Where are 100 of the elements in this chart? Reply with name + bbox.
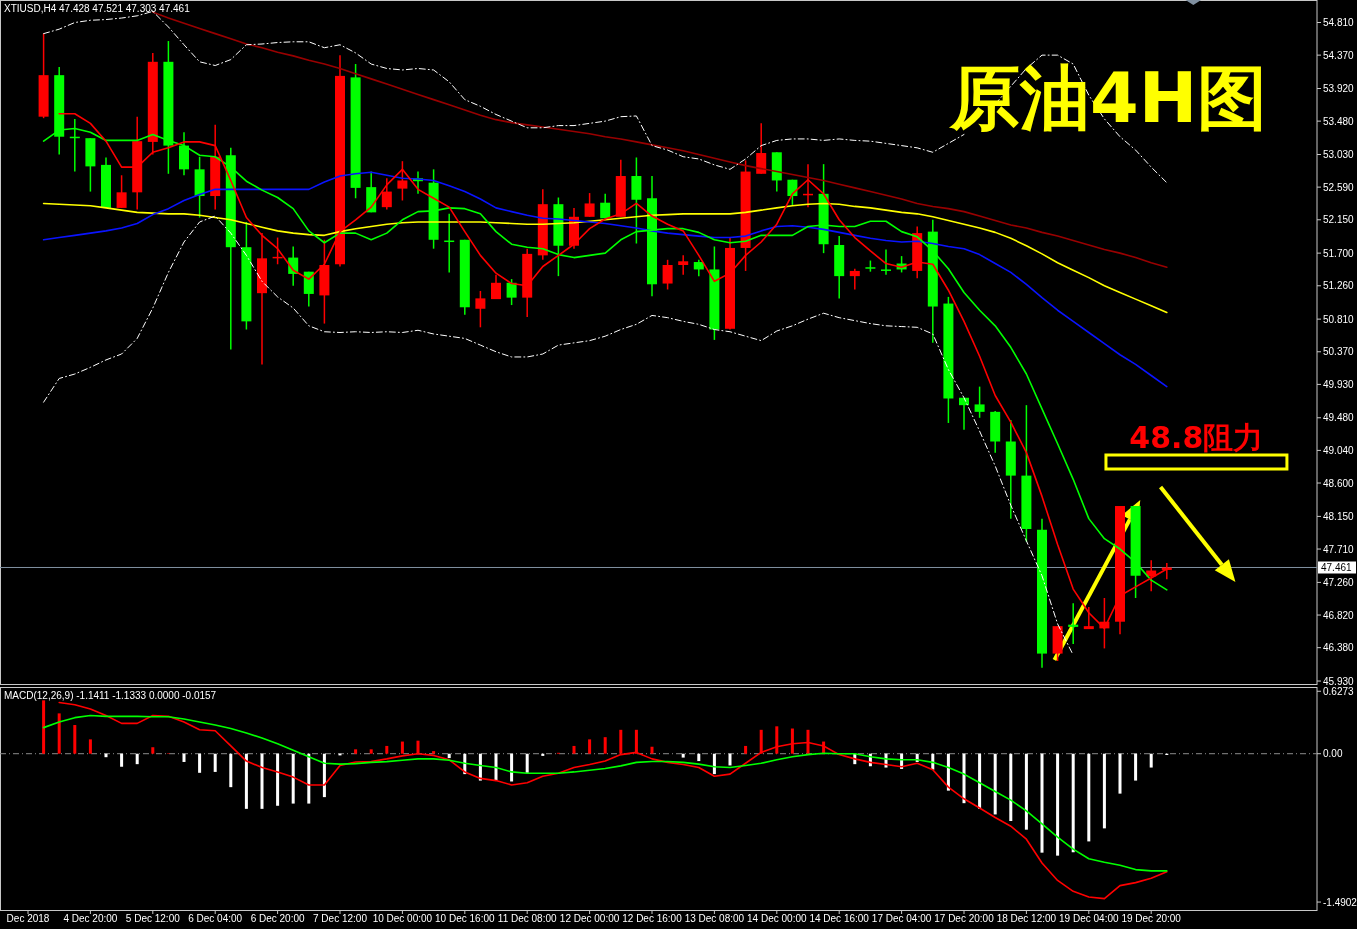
bar xyxy=(806,729,810,754)
bar xyxy=(962,753,966,804)
x-tick-label: 10 Dec 00:00 xyxy=(372,913,433,924)
line-series xyxy=(42,202,1168,314)
bar xyxy=(650,746,654,754)
bar xyxy=(728,753,732,766)
bar xyxy=(1009,753,1013,821)
x-tick-label: 4 Dec 20:00 xyxy=(63,913,118,924)
y-tick-label: 51.260 xyxy=(1323,280,1355,292)
bar xyxy=(478,753,482,781)
candlestick xyxy=(381,177,392,211)
candlestick xyxy=(116,174,127,209)
bar xyxy=(135,753,139,765)
bar xyxy=(1134,753,1138,781)
candlestick xyxy=(584,192,595,218)
x-tick-label: 7 Dec 12:00 xyxy=(313,913,368,924)
chart-title: MACD(12,26,9) -1.1411 -1.1333 0.0000 -0.0157 xyxy=(4,690,217,701)
candlestick xyxy=(881,248,891,276)
x-tick-label: 18 Dec 12:00 xyxy=(996,913,1057,924)
line-series xyxy=(42,714,1168,872)
bar xyxy=(744,745,748,754)
y-tick-label: 50.810 xyxy=(1323,313,1355,325)
bar xyxy=(88,739,92,754)
ref-line-label: 47.461 xyxy=(1321,562,1353,573)
bar xyxy=(1087,753,1091,842)
x-tick-label: 13 Dec 08:00 xyxy=(684,913,745,924)
line-series xyxy=(58,701,1168,900)
bar xyxy=(1024,753,1028,830)
bar xyxy=(946,753,950,791)
bar xyxy=(400,741,404,754)
candlestick xyxy=(631,156,642,245)
bar xyxy=(697,753,701,762)
y-tick-label: 49.040 xyxy=(1323,444,1355,456)
bar xyxy=(73,725,77,754)
candlestick xyxy=(662,259,673,291)
candlestick xyxy=(849,267,860,291)
y-tick-label: 48.600 xyxy=(1323,477,1355,489)
x-tick-label: 12 Dec 00:00 xyxy=(559,913,620,924)
x-tick-label: Dec 2018 xyxy=(6,913,50,924)
bar xyxy=(572,745,576,754)
bar xyxy=(354,749,358,754)
bar xyxy=(322,753,326,798)
bar xyxy=(42,700,46,754)
y-tick-label: 51.700 xyxy=(1323,247,1355,259)
candlestick xyxy=(974,385,985,419)
bar xyxy=(416,740,420,754)
bar xyxy=(1118,753,1122,794)
x-tick-label: 12 Dec 16:00 xyxy=(622,913,683,924)
bar xyxy=(291,753,295,804)
bar xyxy=(603,737,607,754)
x-tick-label: 17 Dec 20:00 xyxy=(934,913,995,924)
x-tick-label: 6 Dec 20:00 xyxy=(250,913,305,924)
y-tick-label: 0.00 xyxy=(1323,748,1343,760)
x-tick-label: 5 Dec 12:00 xyxy=(125,913,181,924)
bar xyxy=(432,751,436,754)
bar xyxy=(385,745,389,754)
bar xyxy=(120,753,124,767)
annotation: 48.8阻力 xyxy=(1129,420,1264,455)
y-tick-label: 45.930 xyxy=(1323,675,1355,687)
candlestick xyxy=(678,254,689,276)
bar xyxy=(447,753,451,759)
x-tick-label: 14 Dec 00:00 xyxy=(747,913,807,924)
y-tick-label: 49.930 xyxy=(1323,378,1355,390)
x-tick-label: 6 Dec 04:00 xyxy=(188,913,243,924)
y-tick-label: 48.150 xyxy=(1323,510,1355,522)
candlestick xyxy=(179,131,189,177)
x-tick-label: 19 Dec 20:00 xyxy=(1121,913,1182,924)
x-tick-label: 11 Dec 08:00 xyxy=(497,913,558,924)
bar xyxy=(681,753,685,758)
candlestick xyxy=(1068,602,1079,645)
candlestick xyxy=(475,290,486,329)
bar xyxy=(759,729,763,754)
bar xyxy=(993,753,997,815)
candlestick xyxy=(756,122,767,175)
bar xyxy=(712,753,716,775)
bar xyxy=(57,713,61,754)
y-tick-label: 46.380 xyxy=(1323,642,1355,654)
bar xyxy=(151,747,155,754)
bar xyxy=(276,753,280,806)
candlestick xyxy=(397,160,408,202)
bar xyxy=(369,749,373,754)
x-tick-label: 17 Dec 04:00 xyxy=(871,913,932,924)
bar xyxy=(260,753,264,809)
y-tick-label: 53.030 xyxy=(1323,149,1355,161)
y-tick-label: 54.370 xyxy=(1323,49,1355,61)
y-tick-label: 46.820 xyxy=(1323,609,1355,621)
y-tick-label: 49.480 xyxy=(1323,412,1355,424)
line-series xyxy=(43,215,1074,656)
bar xyxy=(775,726,779,754)
y-tick-label: 47.260 xyxy=(1323,576,1355,588)
bar xyxy=(1056,753,1060,856)
y-tick-label: 53.480 xyxy=(1323,115,1355,127)
bar xyxy=(525,753,529,773)
bar xyxy=(588,739,592,754)
y-tick-label: 47.710 xyxy=(1323,543,1355,555)
y-tick-label: 54.810 xyxy=(1323,17,1355,29)
bar xyxy=(790,728,794,754)
y-tick-label: 0.6273 xyxy=(1323,685,1355,697)
bar xyxy=(1102,753,1106,829)
bar xyxy=(198,753,202,773)
